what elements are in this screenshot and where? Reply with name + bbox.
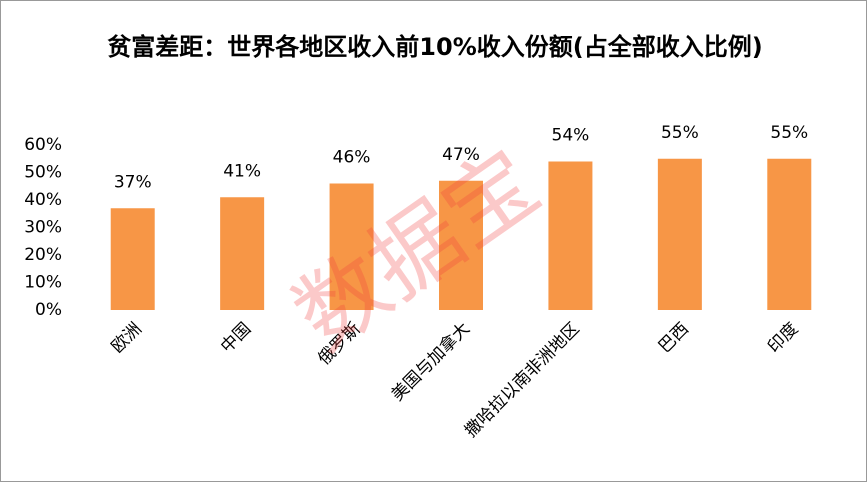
x-tick-label: 美国与加拿大 xyxy=(387,318,474,405)
value-label: 54% xyxy=(552,126,590,146)
value-label: 41% xyxy=(223,161,261,181)
value-label: 47% xyxy=(442,145,480,165)
bar xyxy=(110,208,155,310)
bar xyxy=(220,197,265,310)
bar xyxy=(439,180,483,310)
value-label: 55% xyxy=(770,123,808,143)
y-tick-label: 30% xyxy=(24,218,62,238)
chart-title: 贫富差距：世界各地区收入前10%收入份额(占全部收入比例) xyxy=(107,33,763,61)
bar xyxy=(329,183,374,310)
y-tick-label: 20% xyxy=(24,245,62,265)
bar xyxy=(657,158,702,310)
x-tick-label: 巴西 xyxy=(655,319,693,357)
y-tick-label: 50% xyxy=(24,163,62,183)
y-tick-label: 40% xyxy=(24,190,62,210)
watermark: 数据宝 xyxy=(276,130,557,371)
bar xyxy=(767,158,812,310)
x-tick-label: 中国 xyxy=(217,319,255,357)
value-label: 55% xyxy=(661,123,699,143)
x-tick-label: 撒哈拉以南非洲地区 xyxy=(461,319,583,441)
y-tick-label: 0% xyxy=(35,300,62,320)
bar xyxy=(548,161,593,310)
value-label: 37% xyxy=(114,172,152,192)
y-tick-label: 10% xyxy=(24,273,62,293)
value-label: 46% xyxy=(333,148,371,168)
x-tick-label: 欧洲 xyxy=(108,319,146,357)
y-tick-label: 60% xyxy=(24,135,62,155)
x-tick-label: 印度 xyxy=(764,319,802,357)
